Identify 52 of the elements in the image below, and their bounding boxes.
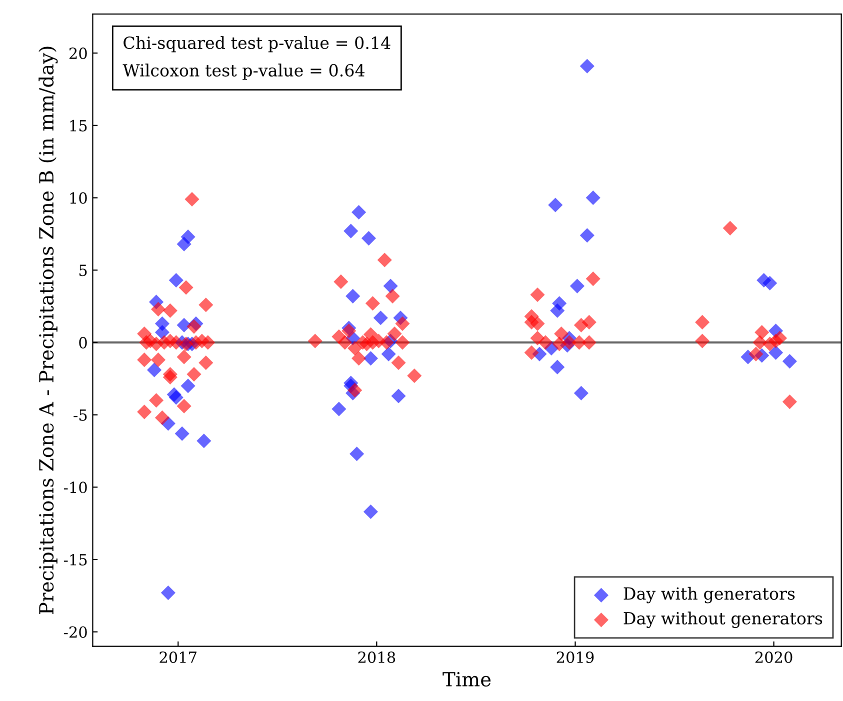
annotation: Wilcoxon test p-value = 0.64 [122,64,365,80]
y-tick-label: -10 [64,482,87,494]
point [363,351,378,366]
point [196,434,212,448]
point [373,310,388,326]
y-tick-label: 0 [79,336,87,348]
x-tick-label: 2017 [160,651,196,664]
y-tick-label: 20 [69,48,87,60]
point [782,354,797,369]
point [346,288,360,304]
point [580,228,594,243]
point [586,190,600,206]
point [344,224,358,238]
point [381,346,396,362]
point [768,345,784,360]
point [570,278,585,294]
y-tick-label: 5 [79,264,87,276]
point [391,388,406,404]
point [383,278,398,294]
legend-label: Day with generators [624,586,795,604]
point [180,230,196,244]
y-tick-label: -5 [74,409,87,421]
point [176,318,192,332]
point [363,504,378,520]
point [762,276,778,290]
point [574,386,588,400]
point [550,360,565,374]
point [580,58,594,74]
y-tick-label: 15 [70,120,87,132]
y-tick-label: -15 [64,554,87,566]
x-tick-label: 2019 [556,651,594,664]
annotation: Chi-squared test p-value = 0.14 [124,36,390,52]
point [550,303,565,318]
point [147,362,162,378]
x-axis-title: Time [442,672,491,687]
point [168,272,184,288]
y-axis-title: Precipitations Zone A - Precipitations Zone B (in mm/day) [38,46,58,614]
point [168,390,184,405]
point [160,586,176,600]
point [350,446,364,462]
point [332,402,346,416]
x-tick-label: 2020 [755,651,792,664]
point [361,231,376,246]
point [352,204,366,220]
point [174,426,190,441]
point [154,325,170,340]
y-tick-label: -20 [64,626,87,638]
point [548,198,563,212]
point [180,378,196,394]
y-tick-label: 10 [70,192,87,204]
x-tick-label: 2018 [358,651,396,664]
legend-label: Day without generators [624,612,822,628]
